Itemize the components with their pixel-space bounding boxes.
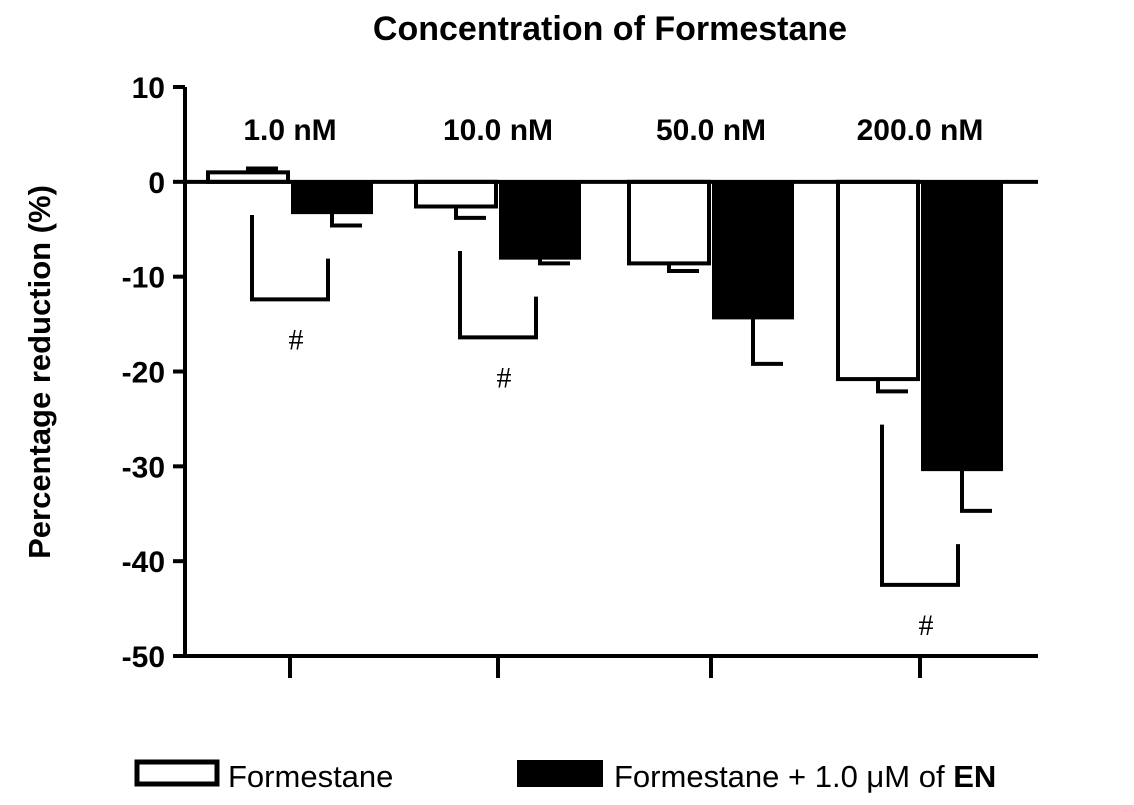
- legend-label-formestane-en: Formestane + 1.0 μM of EN: [614, 759, 996, 794]
- significance-label: #: [497, 361, 512, 394]
- category-label: 10.0 nM: [443, 114, 553, 147]
- error-bars: [246, 166, 992, 513]
- significance-bracket: [250, 215, 330, 302]
- y-axis-ticks: 10 0 -10 -20 -30 -40 -50: [122, 72, 185, 674]
- category-label: 1.0 nM: [243, 114, 336, 147]
- x-axis-ticks: [288, 656, 922, 678]
- significance-label: #: [919, 609, 934, 642]
- legend-swatch-formestane-en: [517, 760, 603, 787]
- bar-formestane-en: [712, 180, 794, 320]
- significance-markers: # # #: [250, 215, 960, 642]
- legend-label-formestane: Formestane: [228, 759, 393, 794]
- legend-label-formestane-en-bold: EN: [953, 759, 996, 794]
- y-tick-label: 10: [132, 72, 165, 105]
- significance-bracket: [458, 251, 538, 340]
- category-labels: 1.0 nM 10.0 nM 50.0 nM 200.0 nM: [243, 114, 983, 147]
- category-label: 200.0 nM: [857, 114, 984, 147]
- bar-formestane: [414, 179, 498, 209]
- y-tick-label: 0: [148, 167, 165, 200]
- bar-formestane-en: [499, 180, 581, 260]
- y-tick-label: -30: [122, 451, 165, 484]
- bar-formestane: [836, 179, 920, 382]
- y-tick-label: -20: [122, 357, 165, 390]
- legend: Formestane Formestane + 1.0 μM of EN: [134, 759, 996, 794]
- bar-formestane: [627, 179, 711, 266]
- chart-title: Concentration of Formestane: [373, 10, 847, 48]
- legend-label-formestane-en-prefix: Formestane + 1.0 μM of: [614, 759, 953, 794]
- y-tick-label: -50: [122, 641, 165, 674]
- bar-formestane-en: [921, 180, 1003, 472]
- significance-bracket: [880, 424, 960, 587]
- y-axis-label: Percentage reduction (%): [22, 185, 57, 559]
- category-label: 50.0 nM: [656, 114, 766, 147]
- y-tick-label: -40: [122, 546, 165, 579]
- y-tick-label: -10: [122, 262, 165, 295]
- bar-formestane-en: [291, 180, 373, 215]
- legend-swatch-formestane: [134, 759, 220, 787]
- significance-label: #: [289, 323, 304, 356]
